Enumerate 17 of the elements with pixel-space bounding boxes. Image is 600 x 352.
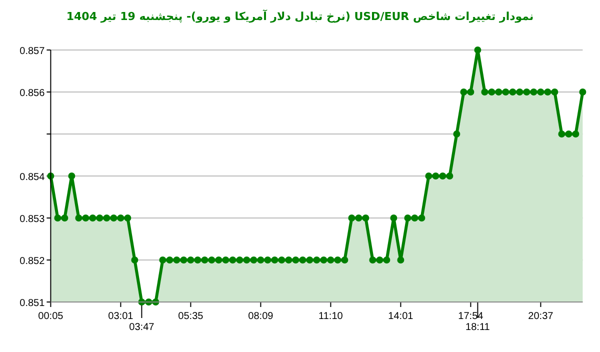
x-tick-label: 05:35 [178,311,204,322]
x-tick-label: 00:05 [38,311,64,322]
x-tick-label: 17:54 [458,311,484,322]
x-tick-label: 14:01 [388,311,414,322]
x-tick-label: 11:10 [318,311,344,322]
x-tick-label: 20:37 [528,311,554,322]
y-tick-label: 0.853 [20,214,46,225]
y-tick-label: 0.852 [20,256,46,267]
x-tick-label: 03:01 [108,311,134,322]
x-tick-label: 08:09 [248,311,274,322]
y-tick-label: 0.857 [20,46,46,57]
chart-title: نمودار تغییرات شاخص USD/EUR (نرخ تبادل دلار آمریکا و یورو)- پنجشنبه 19 تیر 1404 [66,9,534,23]
x-tick-label: 18:11 [466,322,490,333]
y-tick-label: 0.854 [20,172,46,183]
y-tick-label: 0.856 [20,88,46,99]
x-tick-label: 03:47 [129,322,155,333]
y-tick-label: 0.851 [20,298,46,309]
